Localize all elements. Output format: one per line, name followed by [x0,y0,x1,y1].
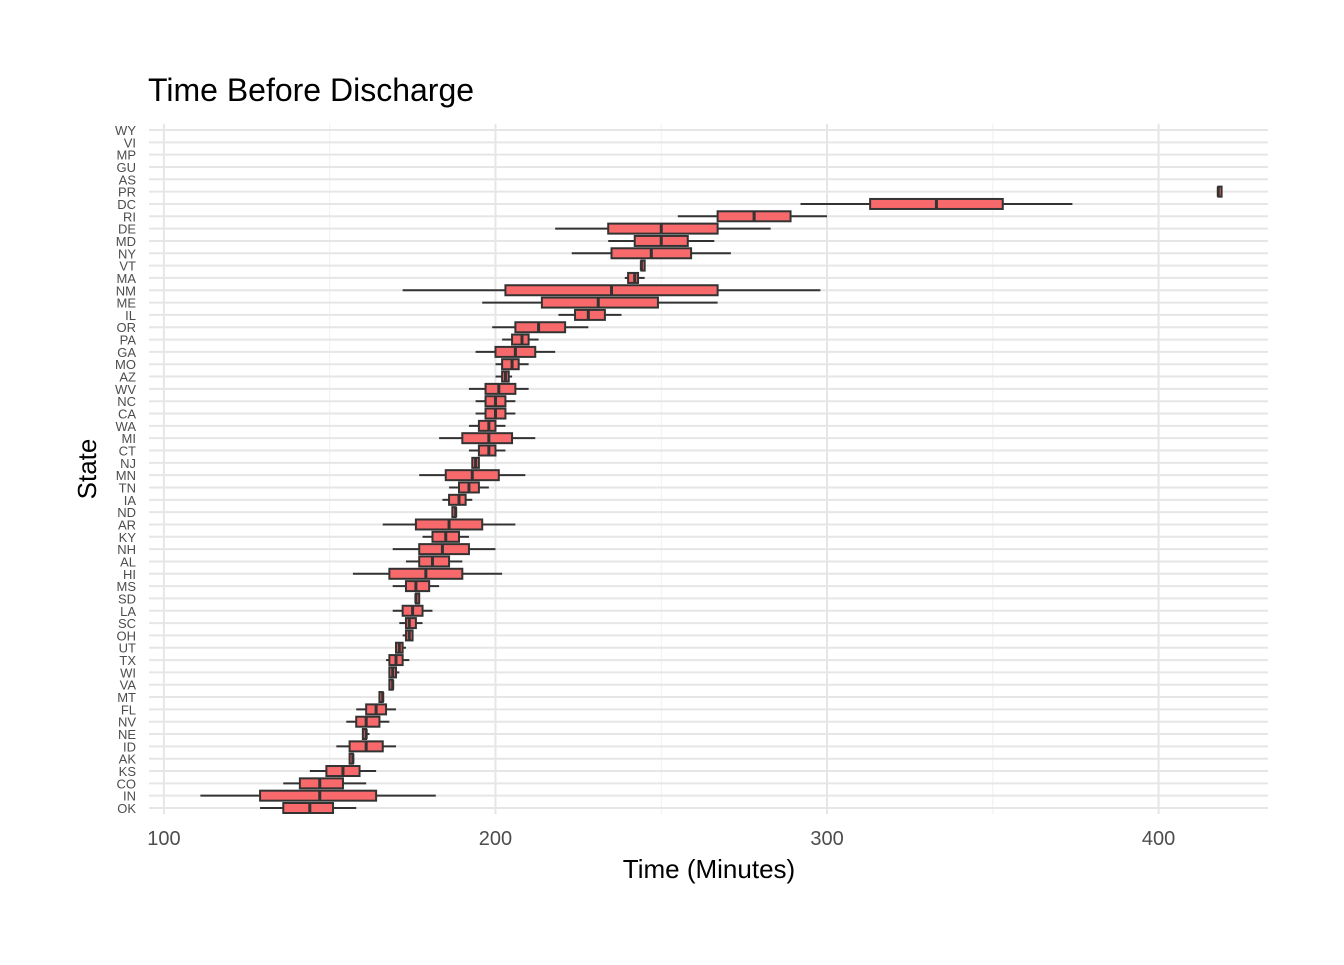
y-tick-label: AL [120,554,136,569]
box-iqr [448,493,467,506]
y-tick-label: AR [118,517,136,532]
y-tick-label: MO [115,357,136,372]
box-iqr [404,617,417,630]
box-iqr [298,777,344,790]
y-tick-label: WY [115,123,136,138]
y-tick-label: OH [117,628,137,643]
y-tick-label: IA [124,493,137,508]
x-tick-labels: 100 200 300 400 [147,828,1175,850]
box-iqr [461,432,514,445]
y-tick-label: OR [117,320,137,335]
box-iqr [282,802,335,814]
y-tick-label: HI [123,567,136,582]
y-tick-label: VT [119,259,136,274]
y-tick-label: ME [117,296,137,311]
box-iqr [418,555,451,568]
y-tick-label: AK [119,752,137,767]
y-tick-label: NM [116,283,136,298]
y-tick-label: TX [119,653,136,668]
y-tick-label: PR [118,185,136,200]
box-iqr [607,222,719,235]
y-tick-label: MI [122,431,136,446]
box-iqr [540,296,659,309]
y-tick-label: RI [123,209,136,224]
y-tick-label: KY [119,530,137,545]
y-tick-label: WV [115,382,136,397]
y-tick-label: NJ [120,456,136,471]
box-iqr [259,789,378,802]
y-tick-label: UT [119,641,136,656]
y-tick-label: LA [120,604,136,619]
y-tick-label: GU [117,160,137,175]
y-tick-label: VA [120,678,137,693]
y-tick-label: MA [117,271,137,286]
y-tick-label: SD [118,591,136,606]
y-tick-label: CT [119,444,136,459]
y-tick-label: IN [123,789,136,804]
y-tick-label: CA [118,407,136,422]
y-tick-label: NY [118,246,136,261]
y-tick-label: ID [123,739,136,754]
y-tick-label: VI [124,135,136,150]
y-tick-label: FL [121,702,136,717]
y-tick-label: DE [118,222,136,237]
box-iqr [404,580,431,593]
x-tick-label: 300 [810,828,843,850]
y-tick-label: KS [119,764,137,779]
box-layer [200,185,1223,814]
x-tick-label: 100 [147,828,180,850]
box-iqr [477,444,497,457]
box-iqr [574,308,606,321]
y-tick-label: NC [117,394,136,409]
chart-title: Time Before Discharge [148,72,474,108]
box-iqr [627,271,640,284]
y-tick-label: PA [120,333,137,348]
y-tick-labels: OKINCOKSAKIDNENVFLMTVAWITXUTOHSCLASDMSHI… [115,123,136,816]
y-tick-label: MD [116,234,136,249]
y-tick-label: WI [120,665,136,680]
y-tick-label: SC [118,616,136,631]
y-tick-label: OK [117,801,136,816]
y-tick-label: MS [117,579,137,594]
y-tick-label: AS [119,172,137,187]
y-tick-label: GA [117,345,136,360]
x-tick-label: 200 [479,828,512,850]
x-axis-label: Time (Minutes) [623,854,795,884]
y-tick-label: MT [117,690,136,705]
y-tick-label: WA [116,419,137,434]
y-tick-label: CO [117,776,137,791]
x-tick-label: 400 [1142,828,1175,850]
y-tick-label: NE [118,727,136,742]
box-iqr [484,382,517,395]
box-iqr [511,333,530,346]
y-tick-label: TN [119,480,136,495]
box-iqr [501,358,520,371]
box-iqr [514,321,567,334]
box-iqr [355,715,381,728]
box-iqr [418,543,470,556]
y-tick-label: NV [118,715,136,730]
box-iqr [477,419,497,432]
grid-layer [149,123,1268,815]
y-tick-label: MP [117,148,137,163]
y-tick-label: DC [117,197,136,212]
y-tick-label: MN [116,468,136,483]
y-tick-label: NH [117,542,136,557]
y-axis-label: State [72,439,102,500]
y-tick-label: IL [125,308,136,323]
y-tick-label: AZ [119,370,136,385]
y-tick-label: ND [117,505,136,520]
